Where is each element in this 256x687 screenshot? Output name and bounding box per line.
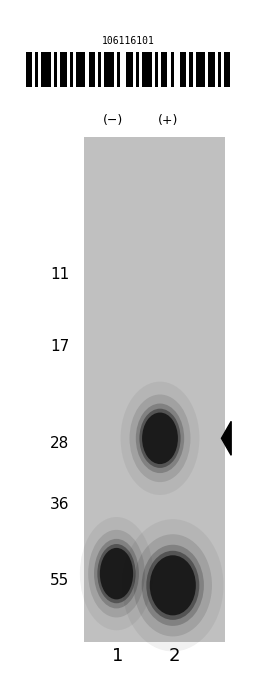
Bar [136, 52, 139, 87]
Text: 106116101: 106116101 [102, 36, 154, 46]
Text: (−): (−) [102, 114, 123, 126]
Bar [224, 52, 230, 87]
Ellipse shape [94, 539, 139, 609]
Bar [35, 52, 38, 87]
Ellipse shape [121, 382, 199, 495]
Ellipse shape [142, 412, 178, 464]
Ellipse shape [142, 545, 204, 626]
Text: 55: 55 [50, 573, 69, 588]
Text: 2: 2 [168, 647, 180, 665]
Bar [208, 52, 215, 87]
Bar [161, 52, 167, 87]
Text: (+): (+) [157, 114, 178, 126]
Text: 17: 17 [50, 339, 69, 354]
Bar [60, 52, 67, 87]
Ellipse shape [146, 551, 199, 620]
Ellipse shape [136, 403, 184, 473]
Polygon shape [221, 421, 231, 455]
Bar [117, 52, 120, 87]
Bar [89, 52, 95, 87]
Ellipse shape [100, 548, 133, 599]
Text: 11: 11 [50, 267, 69, 282]
Bar [41, 52, 51, 87]
Ellipse shape [134, 534, 212, 636]
Bar [26, 52, 32, 87]
Bar [155, 52, 158, 87]
Bar [218, 52, 221, 87]
Bar [70, 52, 73, 87]
Ellipse shape [122, 519, 223, 651]
Bar [84, 137, 225, 642]
Ellipse shape [80, 517, 153, 631]
Bar [98, 52, 101, 87]
Ellipse shape [130, 394, 190, 482]
Ellipse shape [139, 409, 181, 468]
Bar [54, 52, 57, 87]
Bar [189, 52, 193, 87]
Ellipse shape [88, 530, 145, 618]
Text: 1: 1 [112, 647, 123, 665]
Bar [180, 52, 186, 87]
Text: 36: 36 [50, 497, 69, 513]
Bar [126, 52, 133, 87]
Bar [76, 52, 86, 87]
Bar [170, 52, 174, 87]
Bar [104, 52, 114, 87]
Bar [196, 52, 205, 87]
Bar [142, 52, 152, 87]
Ellipse shape [150, 555, 196, 616]
Ellipse shape [97, 544, 136, 603]
Text: 28: 28 [50, 436, 69, 451]
